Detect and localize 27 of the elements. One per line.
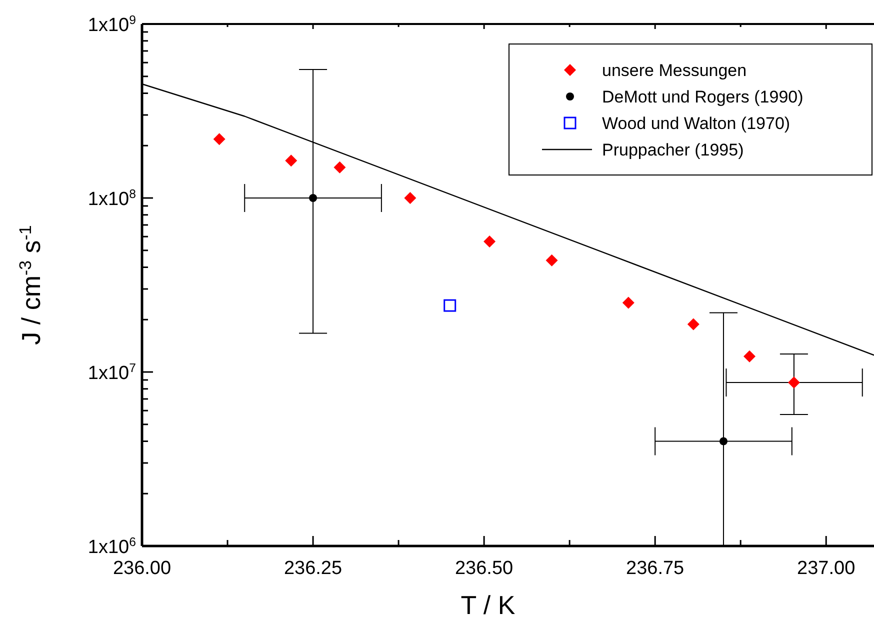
point (404, 192, 416, 204)
point (743, 350, 756, 362)
y-tick-label: 1x10$^{6}$ (88, 535, 136, 558)
point (285, 154, 298, 167)
x-tick-label: 237.00 (797, 558, 856, 579)
y-tick-label: 1x10$^{8}$ (88, 187, 136, 210)
legend-label: unsere Messungen (602, 61, 747, 80)
point (484, 236, 496, 248)
legend-label: Pruppacher (1995) (602, 140, 744, 160)
point (687, 318, 700, 330)
x-tick-label: 236.50 (454, 558, 514, 579)
x-tick-label: 236.00 (112, 558, 172, 579)
point (334, 161, 346, 174)
x-tick-label: 236.75 (626, 558, 684, 579)
y-tick-label: 1x10$^{7}$ (88, 361, 136, 384)
point (622, 296, 634, 309)
point (546, 254, 558, 266)
point (788, 376, 800, 389)
legend-label: DeMott und Rogers (1990) (602, 88, 804, 106)
legend-label: Wood und Walton (1970) (602, 114, 790, 133)
point (309, 194, 318, 202)
x-tick-label: 236.25 (284, 558, 342, 579)
x-axis-title: T / K (460, 590, 516, 620)
y-tick-label: 1x10$^{9}$ (88, 13, 136, 36)
point (213, 133, 226, 146)
point (444, 299, 456, 312)
point (719, 437, 728, 446)
